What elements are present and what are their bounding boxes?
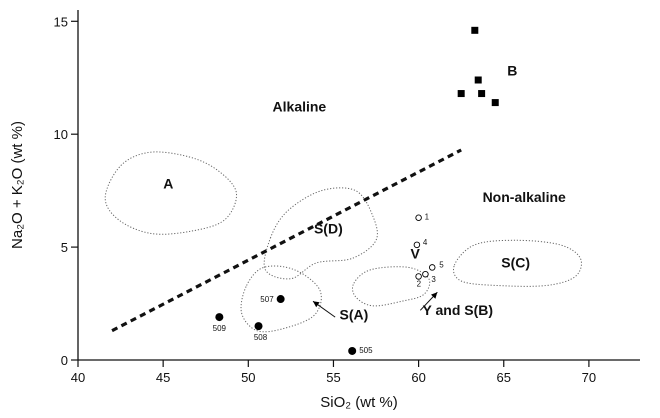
y-tick-label-3: 15	[54, 14, 68, 29]
region-outline-2	[240, 265, 322, 333]
x-tick-label-6: 70	[582, 370, 596, 385]
text-labels: A S(D) S(A) S(C) Y and S(B) Alkaline Non-alkal…	[163, 62, 566, 354]
region-outline-4	[351, 266, 431, 307]
region-outline-0	[104, 151, 238, 235]
field-label-1: Non-alkaline	[483, 189, 566, 205]
series-2-point-1	[254, 322, 263, 331]
region-label-3: S(C)	[501, 254, 530, 270]
series-1-point-0	[415, 214, 422, 221]
series-2-point-0-label: 509	[213, 324, 227, 333]
series-2-point-2-label: 507	[260, 295, 274, 304]
y-tick-label-0: 0	[61, 353, 68, 368]
series-1-point-0-label: 1	[425, 213, 430, 222]
x-tick-label-4: 60	[411, 370, 425, 385]
arrows	[312, 291, 438, 318]
series-0-point-0	[471, 26, 479, 34]
x-axis-title: SiO₂ (wt %)	[320, 394, 398, 411]
region-outlines	[104, 151, 582, 333]
series-1-point-4	[422, 270, 429, 278]
arrow-sa-head	[313, 301, 320, 308]
series-1-point-1-label: 4	[423, 238, 428, 247]
alkaline-divider-group	[111, 148, 462, 333]
annotation-1: V	[411, 245, 421, 261]
series-1-point-1	[413, 241, 421, 249]
region-label-1: S(D)	[314, 221, 343, 237]
series-0-point-2	[474, 76, 482, 84]
y-tick-label-2: 10	[54, 127, 68, 142]
arrow-ysb-head	[431, 292, 438, 299]
series-1-point-2	[428, 264, 436, 271]
region-outline-1	[263, 187, 378, 280]
series-0-point-3	[478, 90, 486, 98]
region-label-4: Y and S(B)	[423, 302, 494, 318]
region-label-0: A	[163, 175, 173, 191]
x-tick-label-5: 65	[497, 370, 511, 385]
series-1-point-3	[415, 273, 422, 280]
y-tick-label-1: 5	[61, 240, 68, 255]
x-tick-label-2: 50	[241, 370, 255, 385]
x-tick-label-1: 45	[156, 370, 170, 385]
field-label-0: Alkaline	[273, 99, 327, 115]
series-1-point-4-label: 3	[431, 275, 436, 284]
series-2-point-1-label: 508	[254, 333, 268, 342]
series-0-point-4	[491, 99, 499, 107]
series-0-point-1	[457, 90, 465, 98]
data-points	[215, 26, 499, 355]
series-2-point-0	[215, 313, 224, 322]
series-1-point-3-label: 2	[417, 279, 422, 288]
y-axis-title: Na₂O + K₂O (wt %)	[9, 121, 26, 249]
x-tick-label-3: 55	[326, 370, 340, 385]
annotation-0: B	[507, 62, 517, 78]
series-1-point-2-label: 5	[439, 260, 444, 269]
region-label-2: S(A)	[340, 306, 369, 322]
series-2-point-2	[276, 295, 285, 304]
series-2-point-3-label: 505	[359, 346, 373, 355]
series-2-point-3	[348, 346, 357, 355]
x-tick-label-0: 40	[71, 370, 85, 385]
region-outline-3	[452, 239, 582, 287]
alkaline-divider-line	[111, 148, 462, 333]
